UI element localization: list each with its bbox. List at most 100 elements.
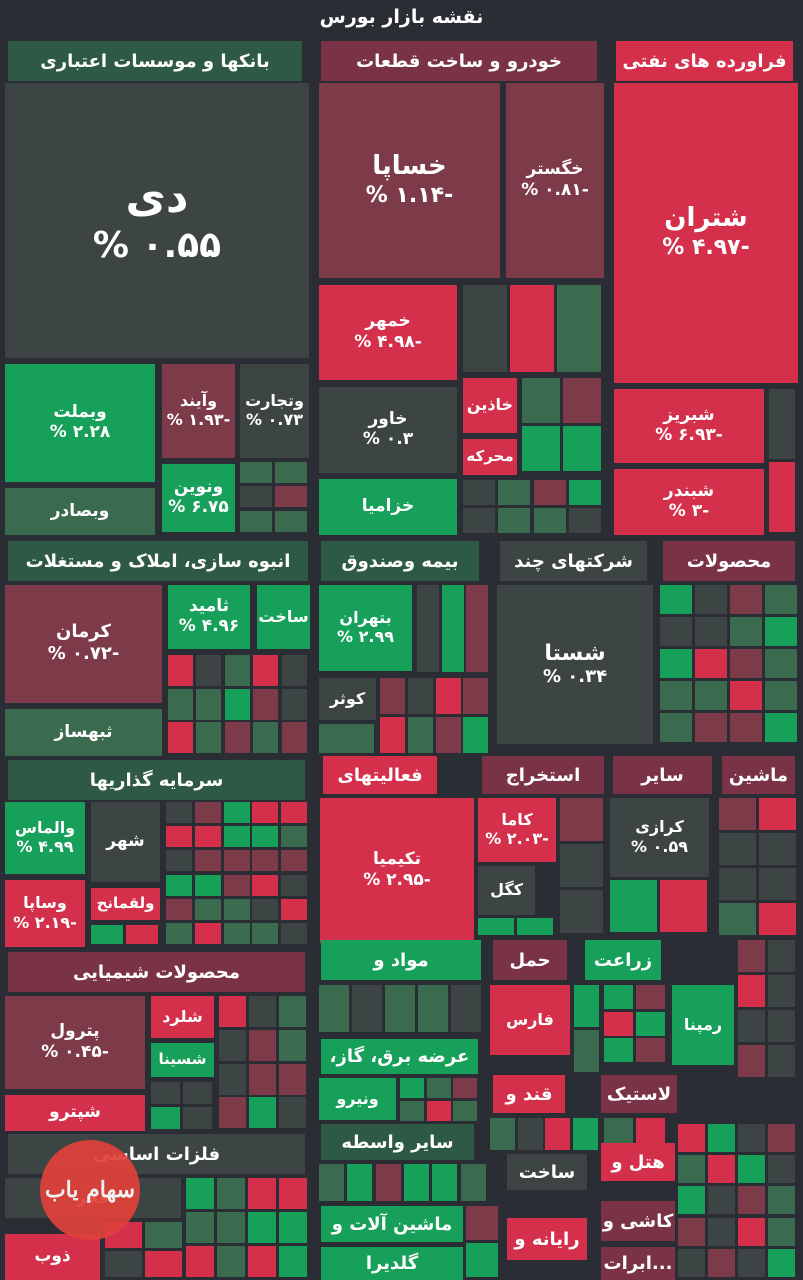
stock-tile[interactable]	[730, 617, 762, 646]
stock-tile[interactable]	[636, 985, 665, 1009]
stock-tile[interactable]	[453, 1078, 477, 1098]
stock-tile[interactable]	[240, 462, 272, 483]
stock-tile[interactable]	[352, 985, 382, 1032]
sector-header[interactable]: کاشی و	[601, 1201, 675, 1241]
stock-tile[interactable]	[563, 426, 601, 471]
stock-tile[interactable]	[217, 1178, 245, 1209]
stock-tile[interactable]	[765, 617, 797, 646]
stock-tile[interactable]	[660, 649, 692, 678]
stock-tile[interactable]	[563, 378, 601, 423]
sector-header[interactable]: ...ابرات	[601, 1247, 675, 1280]
stock-tile[interactable]	[478, 918, 514, 935]
sector-header[interactable]: سرمایه گذاریها	[8, 760, 305, 800]
stock-cell[interactable]: ونوین ۶.۷۵ %	[162, 464, 235, 532]
stock-tile[interactable]	[168, 689, 193, 720]
stock-tile[interactable]	[695, 617, 727, 646]
stock-tile[interactable]	[695, 585, 727, 614]
stock-cell[interactable]: ثبهساز	[5, 709, 162, 756]
sector-header[interactable]: قند و	[493, 1075, 565, 1113]
stock-tile[interactable]	[91, 925, 123, 944]
stock-tile[interactable]	[610, 880, 657, 932]
sector-header[interactable]: فعالیتهای	[323, 756, 437, 794]
stock-tile[interactable]	[560, 890, 603, 933]
stock-tile[interactable]	[408, 717, 433, 753]
stock-tile[interactable]	[765, 585, 797, 614]
stock-tile[interactable]	[759, 833, 796, 865]
stock-tile[interactable]	[768, 1124, 795, 1152]
stock-cell[interactable]: رمپنا	[672, 985, 734, 1065]
stock-tile[interactable]	[708, 1155, 735, 1183]
stock-tile[interactable]	[281, 850, 307, 871]
stock-tile[interactable]	[557, 285, 601, 372]
stock-tile[interactable]	[466, 1206, 498, 1240]
stock-tile[interactable]	[463, 480, 495, 505]
stock-tile[interactable]	[248, 1178, 276, 1209]
stock-tile[interactable]	[768, 1218, 795, 1246]
stock-cell[interactable]: ثامید ۴.۹۶ %	[168, 585, 250, 649]
stock-tile[interactable]	[224, 923, 250, 944]
stock-tile[interactable]	[730, 585, 762, 614]
stock-tile[interactable]	[166, 899, 192, 920]
stock-tile[interactable]	[252, 899, 278, 920]
sector-header[interactable]: محصولات شیمیایی	[8, 952, 305, 992]
stock-cell[interactable]: محرکه	[463, 439, 517, 475]
stock-tile[interactable]	[719, 833, 756, 865]
stock-tile[interactable]	[730, 681, 762, 710]
sector-header[interactable]: انبوه سازی، املاک و مستغلات	[8, 541, 308, 581]
stock-tile[interactable]	[279, 1030, 306, 1061]
stock-cell[interactable]: خزامیا	[319, 479, 457, 535]
sector-header[interactable]: خودرو و ساخت قطعات	[321, 41, 597, 81]
stock-tile[interactable]	[195, 875, 221, 896]
stock-tile[interactable]	[282, 655, 307, 686]
stock-tile[interactable]	[225, 689, 250, 720]
stock-cell[interactable]: شستا ۰.۳۴ %	[497, 585, 653, 744]
stock-tile[interactable]	[252, 850, 278, 871]
stock-cell[interactable]: وتجارت ۰.۷۳ %	[240, 364, 309, 458]
stock-tile[interactable]	[738, 1186, 765, 1214]
stock-tile[interactable]	[490, 1118, 515, 1150]
stock-tile[interactable]	[400, 1101, 424, 1121]
stock-tile[interactable]	[219, 1064, 246, 1095]
stock-tile[interactable]	[249, 996, 276, 1027]
stock-tile[interactable]	[224, 850, 250, 871]
stock-tile[interactable]	[249, 1064, 276, 1095]
stock-tile[interactable]	[408, 678, 433, 714]
stock-tile[interactable]	[759, 798, 796, 830]
stock-tile[interactable]	[604, 1118, 633, 1145]
stock-tile[interactable]	[636, 1012, 665, 1036]
stock-cell[interactable]: خاذین	[463, 378, 517, 433]
stock-tile[interactable]	[498, 508, 530, 533]
stock-cell[interactable]: بتهران ۲.۹۹ %	[319, 585, 412, 671]
stock-tile[interactable]	[319, 985, 349, 1032]
stock-tile[interactable]	[427, 1078, 451, 1098]
stock-tile[interactable]	[569, 480, 601, 505]
stock-tile[interactable]	[196, 655, 221, 686]
stock-tile[interactable]	[252, 923, 278, 944]
stock-tile[interactable]	[126, 925, 158, 944]
stock-tile[interactable]	[275, 462, 307, 483]
stock-tile[interactable]	[253, 722, 278, 753]
stock-tile[interactable]	[765, 713, 797, 742]
stock-tile[interactable]	[738, 1124, 765, 1152]
stock-tile[interactable]	[217, 1212, 245, 1243]
stock-tile[interactable]	[719, 798, 756, 830]
stock-tile[interactable]	[319, 1164, 344, 1201]
stock-tile[interactable]	[759, 903, 796, 935]
stock-tile[interactable]	[427, 1101, 451, 1121]
stock-tile[interactable]	[166, 802, 192, 823]
stock-cell[interactable]: خاور ۰.۳ %	[319, 387, 457, 473]
stock-tile[interactable]	[695, 681, 727, 710]
stock-tile[interactable]	[738, 1045, 765, 1077]
stock-tile[interactable]	[451, 985, 481, 1032]
stock-tile[interactable]	[186, 1212, 214, 1243]
stock-tile[interactable]	[252, 826, 278, 847]
stock-tile[interactable]	[252, 875, 278, 896]
sector-header[interactable]: زراعت	[585, 940, 661, 980]
stock-tile[interactable]	[279, 1178, 307, 1209]
stock-tile[interactable]	[660, 681, 692, 710]
stock-tile[interactable]	[678, 1218, 705, 1246]
sector-header[interactable]: حمل	[493, 940, 567, 980]
stock-tile[interactable]	[695, 649, 727, 678]
stock-tile[interactable]	[453, 1101, 477, 1121]
stock-tile[interactable]	[224, 802, 250, 823]
